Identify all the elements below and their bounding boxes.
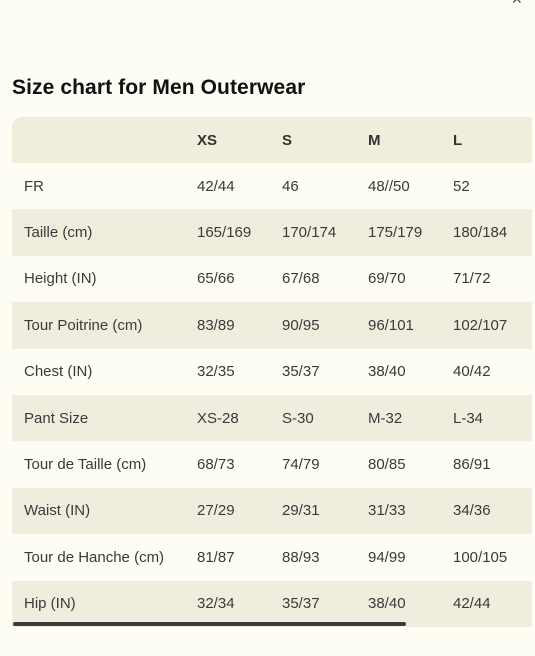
table-cell: L-34 xyxy=(453,409,484,427)
row-label: Waist (IN) xyxy=(24,502,91,520)
table-cell: 94/99 xyxy=(368,548,406,566)
table-cell: 67/68 xyxy=(282,270,320,288)
table-cell: 27/29 xyxy=(197,502,235,520)
row-label: Taille (cm) xyxy=(24,224,93,242)
table-cell: 32/34 xyxy=(197,595,235,613)
table-cell: 65/66 xyxy=(197,270,235,288)
table-cell: 68/73 xyxy=(197,456,235,474)
header-size-s: S xyxy=(282,131,293,149)
table-cell: 100/105 xyxy=(453,548,508,566)
table-cell: 88/93 xyxy=(282,548,320,566)
table-row: Pant Size XS-28 S-30 M-32 L-34 xyxy=(12,394,532,442)
table-cell: 34/36 xyxy=(453,502,491,520)
table-cell: 83/89 xyxy=(197,316,235,334)
table-row: Height (IN) 65/66 67/68 69/70 71/72 xyxy=(12,255,532,303)
table-row: Tour Poitrine (cm) 83/89 90/95 96/101 10… xyxy=(12,302,532,349)
row-label: Tour de Hanche (cm) xyxy=(24,548,165,566)
row-label: Tour de Taille (cm) xyxy=(24,456,147,474)
close-icon[interactable]: ✕ xyxy=(511,0,525,6)
table-cell: 40/42 xyxy=(453,363,491,381)
table-cell: 74/79 xyxy=(282,456,320,474)
size-chart-table: XS S M L FR 42/44 46 48//50 52 Taille (c… xyxy=(12,117,532,627)
header-size-m: M xyxy=(368,131,381,149)
table-cell: 90/95 xyxy=(282,316,320,334)
table-row: Tour de Hanche (cm) 81/87 88/93 94/99 10… xyxy=(12,534,532,581)
table-cell: 86/91 xyxy=(453,456,491,474)
row-label: Hip (IN) xyxy=(24,595,76,613)
table-cell: XS-28 xyxy=(197,409,239,427)
table-cell: 80/85 xyxy=(368,456,406,474)
table-header-row: XS S M L xyxy=(12,117,532,163)
table-cell: 35/37 xyxy=(282,363,320,381)
row-label: FR xyxy=(24,177,44,195)
row-label: Pant Size xyxy=(24,409,89,427)
header-size-xs: XS xyxy=(197,131,218,149)
table-cell: S-30 xyxy=(282,409,314,427)
table-cell: 71/72 xyxy=(453,270,491,288)
table-row: FR 42/44 46 48//50 52 xyxy=(12,163,532,210)
table-cell: 81/87 xyxy=(197,548,235,566)
table-cell: 38/40 xyxy=(368,363,406,381)
table-cell: 175/179 xyxy=(368,224,423,242)
table-cell: 102/107 xyxy=(453,316,508,334)
page-title: Size chart for Men Outerwear xyxy=(12,76,306,99)
table-cell: 35/37 xyxy=(282,595,320,613)
row-label: Height (IN) xyxy=(24,270,97,288)
table-cell: 46 xyxy=(282,177,299,195)
table-row: Waist (IN) 27/29 29/31 31/33 34/36 xyxy=(12,487,532,535)
table-cell: 69/70 xyxy=(368,270,406,288)
table-cell: 96/101 xyxy=(368,316,414,334)
table-row: Chest (IN) 32/35 35/37 38/40 40/42 xyxy=(12,348,532,395)
table-cell: 31/33 xyxy=(368,502,406,520)
table-row: Taille (cm) 165/169 170/174 175/179 180/… xyxy=(12,209,532,256)
header-corner-cell xyxy=(12,117,185,163)
table-cell: 180/184 xyxy=(453,224,508,242)
table-cell: 42/44 xyxy=(197,177,235,195)
table-cell: 42/44 xyxy=(453,595,491,613)
size-chart-table-container[interactable]: XS S M L FR 42/44 46 48//50 52 Taille (c… xyxy=(12,117,532,627)
table-cell: 38/40 xyxy=(368,595,406,613)
header-size-l: L xyxy=(453,131,463,149)
table-row: Hip (IN) 32/34 35/37 38/40 42/44 xyxy=(12,580,532,627)
horizontal-scrollbar[interactable] xyxy=(13,622,406,626)
row-label: Tour Poitrine (cm) xyxy=(24,316,143,334)
table-cell: 52 xyxy=(453,177,470,195)
table-cell: 165/169 xyxy=(197,224,252,242)
table-cell: 32/35 xyxy=(197,363,235,381)
table-cell: M-32 xyxy=(368,409,403,427)
table-row: Tour de Taille (cm) 68/73 74/79 80/85 86… xyxy=(12,441,532,488)
table-cell: 170/174 xyxy=(282,224,337,242)
row-label: Chest (IN) xyxy=(24,363,93,381)
table-cell: 29/31 xyxy=(282,502,320,520)
table-cell: 48//50 xyxy=(368,177,410,195)
